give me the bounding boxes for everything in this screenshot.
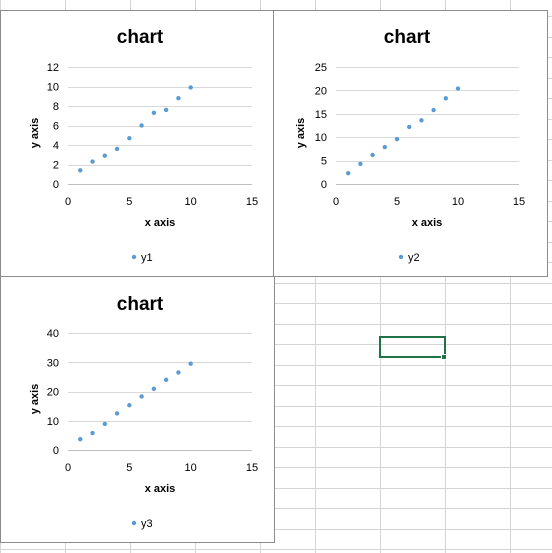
data-point[interactable] bbox=[114, 411, 120, 416]
x-tick-label: 10 bbox=[185, 462, 197, 474]
y-tick-label: 0 bbox=[321, 179, 327, 191]
y-tick-label: 5 bbox=[321, 156, 327, 168]
x-tick-label: 5 bbox=[126, 196, 132, 208]
data-point[interactable] bbox=[370, 152, 375, 158]
y-tick-label: 10 bbox=[47, 416, 59, 428]
data-point[interactable] bbox=[78, 436, 83, 442]
data-point[interactable] bbox=[346, 171, 351, 176]
legend[interactable]: y1 bbox=[131, 252, 153, 264]
y-tick-label: 2 bbox=[53, 160, 59, 172]
y-tick-label: 10 bbox=[315, 132, 327, 144]
chart-title: chart bbox=[117, 27, 164, 48]
legend-marker bbox=[131, 520, 137, 526]
data-point[interactable] bbox=[176, 96, 181, 101]
x-tick-label: 0 bbox=[65, 462, 71, 474]
x-tick-label: 5 bbox=[394, 196, 400, 208]
y-axis-label: y axis bbox=[295, 118, 307, 149]
data-point[interactable] bbox=[455, 86, 461, 91]
data-point[interactable] bbox=[127, 403, 132, 408]
y-tick-label: 0 bbox=[53, 179, 59, 191]
data-point[interactable] bbox=[443, 96, 448, 101]
data-point[interactable] bbox=[382, 144, 387, 150]
y-axis-label: y axis bbox=[29, 384, 41, 415]
y-tick-label: 10 bbox=[47, 82, 59, 94]
y-tick-label: 15 bbox=[315, 109, 327, 121]
data-point[interactable] bbox=[90, 159, 95, 164]
data-point[interactable] bbox=[163, 107, 169, 113]
x-tick-label: 0 bbox=[333, 196, 339, 208]
legend-label: y2 bbox=[408, 252, 420, 264]
x-tick-label: 15 bbox=[246, 462, 258, 474]
chart-y1-plot: chart 0 2 4 6 8 10 12 0 5 10 15 x axis y axis y1 bbox=[29, 27, 258, 264]
data-point[interactable] bbox=[188, 361, 193, 366]
data-point[interactable] bbox=[139, 123, 144, 128]
y-tick-label: 8 bbox=[53, 101, 59, 113]
x-tick-label: 15 bbox=[513, 196, 525, 208]
legend[interactable]: y2 bbox=[398, 252, 420, 264]
y-tick-label: 30 bbox=[47, 357, 59, 369]
y-tick-label: 40 bbox=[47, 328, 59, 340]
data-point[interactable] bbox=[431, 107, 436, 113]
chart-y1[interactable]: chart 0 2 4 6 8 10 12 0 5 10 15 x axis y axis y1 bbox=[0, 10, 275, 277]
fill-handle[interactable] bbox=[441, 354, 447, 360]
x-tick-label: 10 bbox=[452, 196, 464, 208]
data-point[interactable] bbox=[114, 146, 120, 152]
chart-y3-plot: chart 0 10 20 30 40 0 5 10 15 x axis y axis y3 bbox=[29, 294, 258, 530]
y-tick-label: 20 bbox=[47, 387, 59, 399]
chart-y3[interactable]: chart 0 10 20 30 40 0 5 10 15 x axis y axis y3 bbox=[0, 276, 275, 543]
x-axis-label: x axis bbox=[145, 217, 176, 229]
data-point[interactable] bbox=[127, 135, 132, 141]
legend-marker bbox=[131, 254, 137, 260]
chart-y2[interactable]: chart 0 5 10 15 20 25 0 5 10 15 x axis y axis y2 bbox=[273, 10, 548, 277]
data-point[interactable] bbox=[90, 430, 95, 436]
y-tick-label: 25 bbox=[315, 62, 327, 74]
y-tick-label: 6 bbox=[53, 121, 59, 133]
selected-cell[interactable] bbox=[379, 336, 446, 358]
data-point[interactable] bbox=[139, 394, 144, 399]
chart-y2-plot: chart 0 5 10 15 20 25 0 5 10 15 x axis y axis y2 bbox=[295, 27, 525, 264]
legend-label: y1 bbox=[141, 252, 153, 264]
data-point[interactable] bbox=[407, 124, 412, 130]
data-point[interactable] bbox=[188, 85, 193, 90]
x-tick-label: 5 bbox=[126, 462, 132, 474]
chart-title: chart bbox=[384, 27, 431, 48]
y-tick-label: 4 bbox=[53, 140, 59, 152]
legend-marker bbox=[398, 254, 404, 260]
data-point[interactable] bbox=[163, 377, 169, 382]
data-point[interactable] bbox=[394, 136, 400, 142]
x-axis-label: x axis bbox=[412, 217, 443, 229]
y-tick-label: 12 bbox=[47, 62, 59, 74]
x-axis-label: x axis bbox=[145, 483, 176, 495]
x-tick-label: 15 bbox=[246, 196, 258, 208]
legend-label: y3 bbox=[141, 518, 153, 530]
y-tick-label: 0 bbox=[53, 445, 59, 457]
chart-title: chart bbox=[117, 294, 164, 315]
data-point[interactable] bbox=[358, 161, 363, 167]
data-point[interactable] bbox=[176, 370, 181, 375]
data-point[interactable] bbox=[78, 168, 83, 173]
x-tick-label: 0 bbox=[65, 196, 71, 208]
y-tick-label: 20 bbox=[315, 85, 327, 97]
data-point[interactable] bbox=[151, 110, 157, 116]
data-point[interactable] bbox=[102, 421, 108, 427]
data-point[interactable] bbox=[102, 153, 108, 158]
data-point[interactable] bbox=[419, 118, 424, 123]
legend[interactable]: y3 bbox=[131, 518, 153, 530]
data-point[interactable] bbox=[151, 386, 157, 392]
x-tick-label: 10 bbox=[185, 196, 197, 208]
y-axis-label: y axis bbox=[29, 118, 41, 149]
